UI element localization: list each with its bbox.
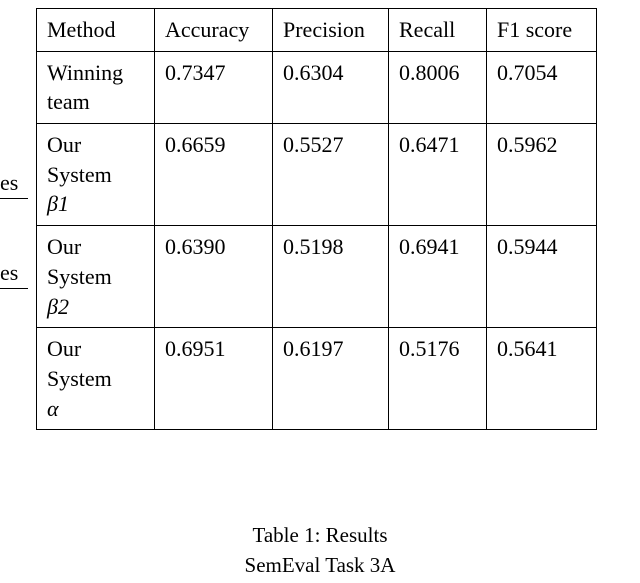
caption-line-1: Table 1: Results [0, 520, 640, 550]
col-method: Method [37, 9, 155, 52]
table-caption: Table 1: Results SemEval Task 3A [0, 520, 640, 581]
cell-accuracy: 0.7347 [155, 51, 273, 123]
table-row: OurSystemβ10.66590.55270.64710.5962 [37, 124, 597, 226]
fragment-underline [0, 198, 28, 199]
method-line: System [47, 364, 146, 394]
cell-method: OurSystemα [37, 328, 155, 430]
fragment-underline [0, 288, 28, 289]
cell-recall: 0.6941 [389, 226, 487, 328]
method-line: Winning [47, 58, 146, 88]
method-line: System [47, 160, 146, 190]
method-line: team [47, 87, 146, 117]
cell-recall: 0.8006 [389, 51, 487, 123]
table-row: OurSystemβ20.63900.51980.69410.5944 [37, 226, 597, 328]
caption-line-2: SemEval Task 3A [0, 550, 640, 580]
cell-accuracy: 0.6659 [155, 124, 273, 226]
table-row: OurSystemα0.69510.61970.51760.5641 [37, 328, 597, 430]
cell-f1: 0.5962 [487, 124, 597, 226]
method-line: Our [47, 130, 146, 160]
method-line: α [47, 394, 146, 424]
fragment-text: es [0, 260, 18, 285]
cropped-text-fragment-2: es [0, 262, 28, 289]
cell-method: Winningteam [37, 51, 155, 123]
col-f1: F1 score [487, 9, 597, 52]
table-body: Winningteam0.73470.63040.80060.7054OurSy… [37, 51, 597, 430]
method-line: System [47, 262, 146, 292]
fragment-text: es [0, 170, 18, 195]
cell-f1: 0.5641 [487, 328, 597, 430]
method-line: β2 [47, 292, 146, 322]
method-line: Our [47, 334, 146, 364]
cell-recall: 0.5176 [389, 328, 487, 430]
cell-precision: 0.5527 [273, 124, 389, 226]
col-accuracy: Accuracy [155, 9, 273, 52]
cell-precision: 0.5198 [273, 226, 389, 328]
col-precision: Precision [273, 9, 389, 52]
cell-recall: 0.6471 [389, 124, 487, 226]
method-line: β1 [47, 189, 146, 219]
cell-precision: 0.6304 [273, 51, 389, 123]
cell-f1: 0.7054 [487, 51, 597, 123]
col-recall: Recall [389, 9, 487, 52]
cell-accuracy: 0.6951 [155, 328, 273, 430]
method-line: Our [47, 232, 146, 262]
cell-precision: 0.6197 [273, 328, 389, 430]
cropped-text-fragment-1: es [0, 172, 28, 199]
cell-method: OurSystemβ1 [37, 124, 155, 226]
table-header-row: Method Accuracy Precision Recall F1 scor… [37, 9, 597, 52]
cell-method: OurSystemβ2 [37, 226, 155, 328]
cell-accuracy: 0.6390 [155, 226, 273, 328]
page: es es Method Accuracy Precision Recall F… [0, 0, 640, 583]
table-row: Winningteam0.73470.63040.80060.7054 [37, 51, 597, 123]
results-table: Method Accuracy Precision Recall F1 scor… [36, 8, 597, 430]
cell-f1: 0.5944 [487, 226, 597, 328]
